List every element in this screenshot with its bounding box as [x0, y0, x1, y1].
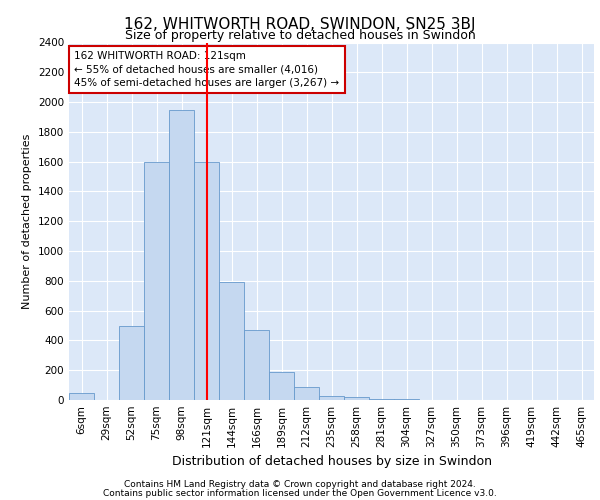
X-axis label: Distribution of detached houses by size in Swindon: Distribution of detached houses by size … — [172, 456, 491, 468]
Text: Size of property relative to detached houses in Swindon: Size of property relative to detached ho… — [125, 29, 475, 42]
Text: 162 WHITWORTH ROAD: 121sqm
← 55% of detached houses are smaller (4,016)
45% of s: 162 WHITWORTH ROAD: 121sqm ← 55% of deta… — [74, 52, 340, 88]
Text: Contains public sector information licensed under the Open Government Licence v3: Contains public sector information licen… — [103, 488, 497, 498]
Bar — [169, 110, 194, 400]
Bar — [244, 330, 269, 400]
Bar — [194, 162, 219, 400]
Bar — [119, 326, 144, 400]
Bar — [269, 372, 294, 400]
Bar — [69, 392, 94, 400]
Bar — [294, 386, 319, 400]
Y-axis label: Number of detached properties: Number of detached properties — [22, 134, 32, 309]
Bar — [344, 397, 369, 400]
Bar — [319, 396, 344, 400]
Bar — [219, 282, 244, 400]
Bar — [144, 162, 169, 400]
Text: Contains HM Land Registry data © Crown copyright and database right 2024.: Contains HM Land Registry data © Crown c… — [124, 480, 476, 489]
Text: 162, WHITWORTH ROAD, SWINDON, SN25 3BJ: 162, WHITWORTH ROAD, SWINDON, SN25 3BJ — [124, 18, 476, 32]
